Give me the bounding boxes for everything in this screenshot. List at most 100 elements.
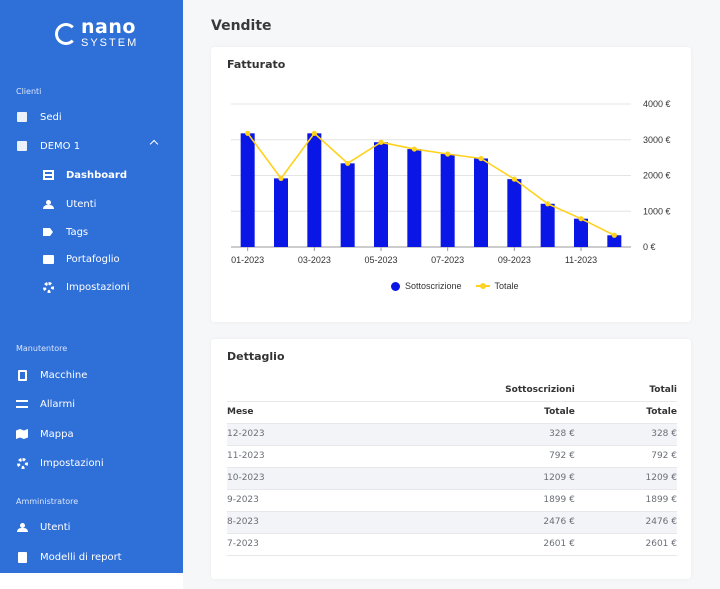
bar bbox=[440, 154, 455, 247]
x-tick-label: 11-2023 bbox=[565, 255, 597, 265]
sidebar-item-label: Modelli di report bbox=[40, 551, 122, 563]
logo-swirl-icon bbox=[55, 22, 77, 45]
line-point bbox=[245, 130, 251, 136]
sidebar-item-tags[interactable]: Tags bbox=[42, 222, 173, 242]
table-cell: Sottoscrizioni bbox=[348, 379, 575, 402]
table-cell: 1899 € bbox=[348, 489, 575, 512]
gear-icon bbox=[16, 457, 28, 469]
users-icon bbox=[42, 198, 54, 210]
sidebar-item-portafoglio[interactable]: Portafoglio bbox=[42, 249, 173, 269]
users-icon bbox=[16, 521, 28, 533]
sidebar-item-label: Tags bbox=[66, 226, 89, 238]
table-cell: 11-2023 bbox=[227, 445, 349, 468]
main-content: Vendite Fatturato 0 € 1000 € 2000 € 3000 € 4… bbox=[183, 0, 720, 589]
table-cell: Mese bbox=[227, 401, 349, 424]
legend-label-line[interactable]: Totale bbox=[494, 281, 519, 291]
x-tick-label: 09-2023 bbox=[498, 255, 531, 265]
sidebar-item-impostazioni[interactable]: Impostazioni bbox=[42, 277, 173, 297]
chevron-up-icon bbox=[149, 139, 159, 149]
alarm-icon bbox=[16, 398, 28, 410]
line-point bbox=[511, 176, 517, 182]
table-cell: 10-2023 bbox=[227, 467, 349, 490]
table-cell bbox=[227, 379, 349, 402]
bar bbox=[274, 178, 288, 247]
x-tick-label: 01-2023 bbox=[231, 255, 264, 265]
sidebar-item-label: Sedi bbox=[40, 111, 62, 123]
bar bbox=[407, 149, 422, 247]
bar bbox=[507, 179, 522, 247]
sidebar-item-modelli-report[interactable]: Modelli di report bbox=[16, 547, 173, 567]
bar bbox=[540, 203, 555, 247]
table-row: 7-2023 2601 €2601 € bbox=[227, 533, 677, 556]
line-point bbox=[411, 146, 417, 152]
y-tick-label: 3000 € bbox=[643, 135, 671, 145]
table-group-header: Sottoscrizioni Totali bbox=[227, 379, 677, 402]
table-cell: 792 € bbox=[348, 445, 575, 468]
line-point bbox=[611, 232, 617, 238]
brand-name-top: nano bbox=[81, 16, 136, 38]
x-tick-label: 07-2023 bbox=[431, 255, 464, 265]
table-cell: 1209 € bbox=[574, 467, 677, 490]
wallet-icon bbox=[42, 253, 54, 265]
page-title: Vendite bbox=[211, 18, 272, 34]
bar bbox=[574, 218, 588, 247]
table-cell: 2601 € bbox=[348, 533, 575, 556]
y-tick-label: 1000 € bbox=[643, 206, 671, 216]
sidebar-item-allarmi[interactable]: Allarmi bbox=[16, 394, 173, 414]
table-cell: Totale bbox=[348, 401, 575, 424]
chart-card-title: Fatturato bbox=[227, 58, 286, 71]
sidebar-item-label: Impostazioni bbox=[40, 457, 104, 469]
table-row: 8-2023 2476 €2476 € bbox=[227, 511, 677, 534]
legend-bar-marker bbox=[391, 281, 400, 291]
sidebar-item-label: Dashboard bbox=[66, 169, 127, 181]
tag-icon bbox=[42, 226, 54, 238]
table-cell: 792 € bbox=[574, 445, 677, 468]
detail-table: Sottoscrizioni Totali Mese Totale Totale 12-2… bbox=[227, 379, 677, 556]
line-point bbox=[278, 175, 284, 181]
section-clienti: Clienti bbox=[16, 87, 42, 96]
chart-legend: Sottoscrizione Totale bbox=[391, 281, 519, 291]
sidebar-item-demo[interactable]: DEMO 1 bbox=[16, 136, 173, 156]
sidebar-item-impostazioni-manutentore[interactable]: Impostazioni bbox=[16, 453, 173, 473]
x-tick-label: 03-2023 bbox=[298, 255, 331, 265]
sidebar-item-dashboard[interactable]: Dashboard bbox=[42, 165, 173, 185]
y-tick-label: 2000 € bbox=[643, 171, 671, 181]
table-row: 10-2023 1209 €1209 € bbox=[227, 467, 677, 490]
report-icon bbox=[16, 551, 28, 563]
table-cell: 2476 € bbox=[574, 511, 677, 534]
legend-line-marker bbox=[475, 283, 490, 289]
table-cell: 8-2023 bbox=[227, 511, 349, 534]
map-icon bbox=[16, 428, 28, 440]
sidebar-item-mappa[interactable]: Mappa bbox=[16, 424, 173, 444]
sidebar-item-sedi[interactable]: Sedi bbox=[16, 107, 173, 127]
sidebar-item-label: DEMO 1 bbox=[40, 140, 81, 152]
dashboard-icon bbox=[42, 169, 54, 181]
bar bbox=[374, 142, 388, 247]
table-column-header: Mese Totale Totale bbox=[227, 401, 677, 424]
line-point bbox=[545, 201, 551, 207]
building-icon bbox=[16, 140, 28, 152]
line-point bbox=[478, 155, 484, 162]
sidebar-item-label: Mappa bbox=[40, 428, 74, 440]
machine-icon bbox=[16, 369, 28, 381]
y-tick-label: 0 € bbox=[643, 242, 656, 252]
sidebar-item-utenti-admin[interactable]: Utenti bbox=[16, 517, 173, 537]
table-cell: 1899 € bbox=[574, 489, 677, 512]
sidebar-item-macchine[interactable]: Macchine bbox=[16, 365, 173, 385]
revenue-chart: 0 € 1000 € 2000 € 3000 € 4000 € 01-2023 03-202… bbox=[231, 99, 671, 265]
bar bbox=[340, 163, 355, 247]
table-row: 12-2023 328 €328 € bbox=[227, 423, 677, 446]
brand-name-bottom: SYSTEM bbox=[81, 37, 139, 49]
sidebar: nano SYSTEM Clienti Sedi DEMO 1 Dashboar… bbox=[0, 0, 183, 573]
section-manutentore: Manutentore bbox=[16, 344, 68, 353]
bar bbox=[474, 158, 488, 247]
sidebar-item-label: Macchine bbox=[40, 369, 88, 381]
sidebar-item-label: Allarmi bbox=[40, 398, 75, 410]
legend-label-bar[interactable]: Sottoscrizione bbox=[405, 281, 462, 291]
sidebar-item-label: Utenti bbox=[40, 521, 71, 533]
series-line bbox=[247, 132, 615, 236]
table-cell: Totali bbox=[574, 379, 677, 402]
brand-logo[interactable]: nano SYSTEM bbox=[55, 18, 138, 49]
sidebar-item-utenti[interactable]: Utenti bbox=[42, 194, 173, 214]
table-cell: Totale bbox=[574, 401, 677, 424]
